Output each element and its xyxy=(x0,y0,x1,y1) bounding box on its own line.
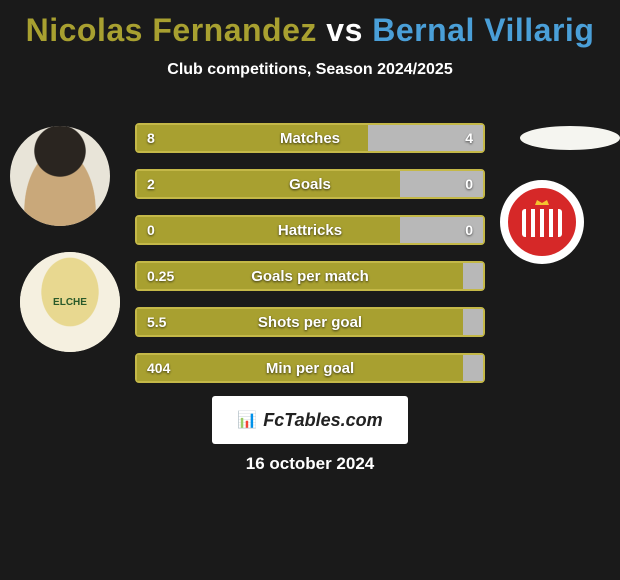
title-player2: Bernal Villarig xyxy=(372,12,594,48)
player2-club-badge xyxy=(500,180,584,264)
stat-right-value xyxy=(463,309,483,335)
stat-left-value: 5.5 xyxy=(137,309,463,335)
stat-left-value: 8 xyxy=(137,125,368,151)
stat-row-hattricks: 00Hattricks xyxy=(135,215,485,245)
stat-row-goals-per-match: 0.25Goals per match xyxy=(135,261,485,291)
stat-right-value: 0 xyxy=(400,171,483,197)
footer-date: 16 october 2024 xyxy=(0,454,620,474)
stat-row-min-per-goal: 404Min per goal xyxy=(135,353,485,383)
stat-right-value xyxy=(463,263,483,289)
stat-right-value: 4 xyxy=(368,125,483,151)
stat-row-matches: 84Matches xyxy=(135,123,485,153)
stat-row-goals: 20Goals xyxy=(135,169,485,199)
subtitle: Club competitions, Season 2024/2025 xyxy=(0,61,620,79)
stat-left-value: 0 xyxy=(137,217,400,243)
brand-icon: 📊 xyxy=(237,410,257,430)
page-title: Nicolas Fernandez vs Bernal Villarig xyxy=(0,0,620,49)
stat-right-value: 0 xyxy=(400,217,483,243)
stats-chart: 84Matches 20Goals 00Hattricks 0.25Goals per… xyxy=(135,123,485,399)
brand-text: FcTables.com xyxy=(263,410,382,431)
player2-avatar xyxy=(520,126,620,150)
brand-badge: 📊 FcTables.com xyxy=(212,396,408,444)
stat-left-value: 404 xyxy=(137,355,463,381)
player1-silhouette xyxy=(10,126,110,226)
stat-row-shots-per-goal: 5.5Shots per goal xyxy=(135,307,485,337)
title-vs: vs xyxy=(326,12,363,48)
stat-left-value: 2 xyxy=(137,171,400,197)
title-player1: Nicolas Fernandez xyxy=(26,12,317,48)
stat-left-value: 0.25 xyxy=(137,263,463,289)
stat-right-value xyxy=(463,355,483,381)
player1-avatar xyxy=(10,126,110,226)
sporting-badge-icon xyxy=(508,188,576,256)
elche-badge-icon: ELCHE xyxy=(20,252,120,352)
player1-club-badge: ELCHE xyxy=(20,252,120,352)
